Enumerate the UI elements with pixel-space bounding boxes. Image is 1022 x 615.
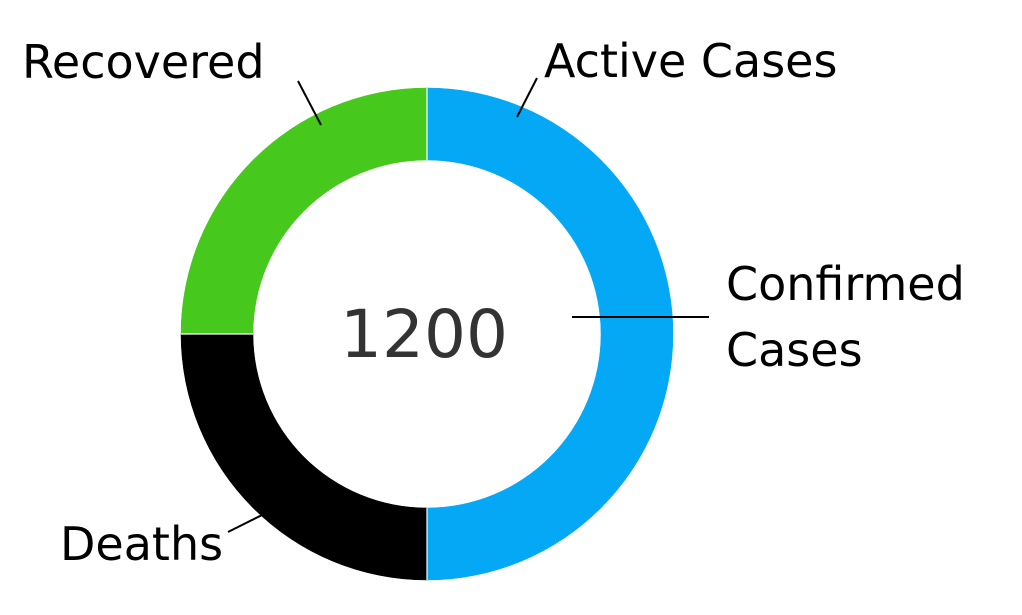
center-total-label: 1200 — [340, 296, 508, 373]
labels-layer: Active Cases Confirmed Cases Deaths Recovere… — [22, 34, 965, 571]
slice-label-active-cases: Active Cases — [544, 34, 837, 88]
slice-label-confirmed-cases: Confirmed Cases — [726, 257, 965, 377]
leader-line-active-cases — [516, 77, 538, 118]
slice-label-deaths: Deaths — [60, 517, 223, 571]
slice-active-cases — [426, 87, 674, 335]
leader-lines-layer — [227, 77, 709, 533]
slice-confirmed-cases — [426, 333, 674, 581]
slice-deaths — [180, 333, 428, 581]
slices-layer — [180, 87, 674, 581]
leader-line-recovered — [297, 80, 322, 126]
slice-recovered — [180, 87, 428, 335]
leader-line-deaths — [227, 514, 263, 533]
slice-label-recovered: Recovered — [22, 35, 265, 89]
